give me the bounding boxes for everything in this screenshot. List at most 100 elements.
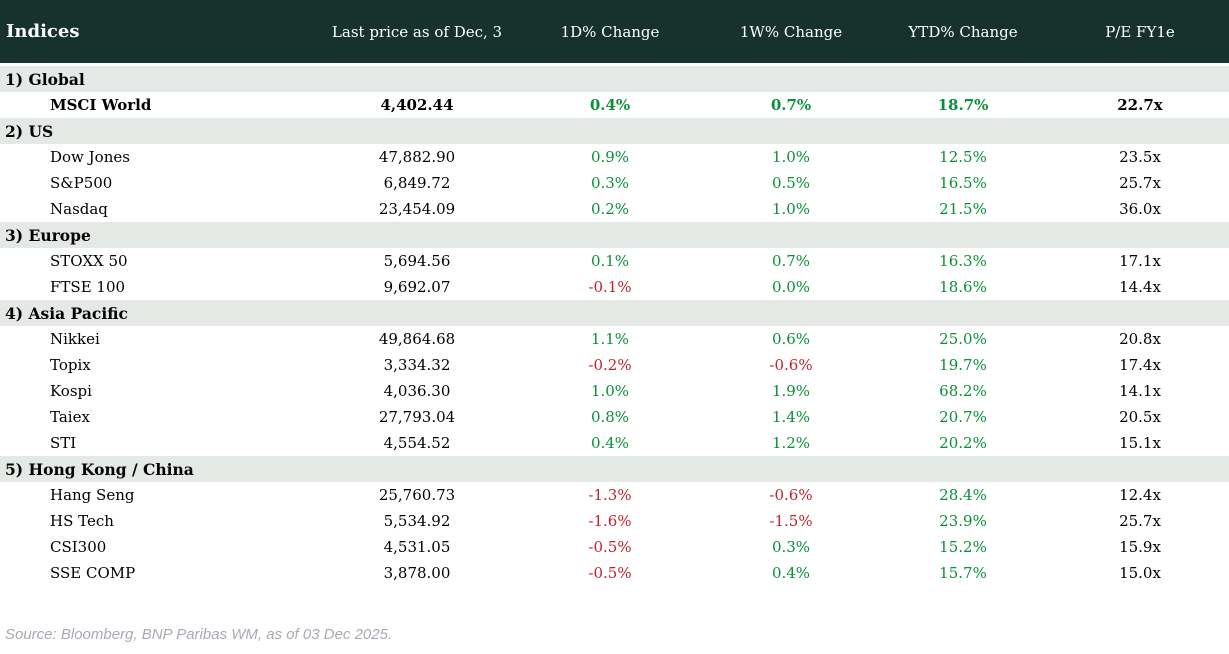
index-name: MSCI World xyxy=(0,92,321,118)
column-header-pe-fy1e: P/E FY1e xyxy=(1051,0,1229,66)
ytd-change-value: 15.7% xyxy=(875,560,1051,586)
last-price-value: 25,760.73 xyxy=(321,482,513,508)
1w-change-value: 1.9% xyxy=(707,378,875,404)
last-price-value: 5,534.92 xyxy=(321,508,513,534)
1w-change-value: 1.2% xyxy=(707,430,875,456)
1d-change-value: -1.6% xyxy=(513,508,707,534)
1w-change-value: 0.0% xyxy=(707,274,875,300)
last-price-value: 23,454.09 xyxy=(321,196,513,222)
pe-value: 20.8x xyxy=(1051,326,1229,352)
indices-table-body: 1) Global MSCI World 4,402.44 0.4% 0.7% 18.7%… xyxy=(0,64,1229,586)
1w-change-value: 0.3% xyxy=(707,534,875,560)
index-row: S&P500 6,849.72 0.3% 0.5% 16.5% 25.7x xyxy=(0,170,1229,196)
1d-change-value: 1.0% xyxy=(513,378,707,404)
1d-change-value: 0.9% xyxy=(513,144,707,170)
ytd-change-value: 19.7% xyxy=(875,352,1051,378)
pe-value: 15.0x xyxy=(1051,560,1229,586)
index-row: CSI300 4,531.05 -0.5% 0.3% 15.2% 15.9x xyxy=(0,534,1229,560)
last-price-value: 4,036.30 xyxy=(321,378,513,404)
index-name: Nasdaq xyxy=(0,196,321,222)
source-note: Source: Bloomberg, BNP Paribas WM, as of… xyxy=(5,626,393,643)
1w-change-value: 1.0% xyxy=(707,144,875,170)
section-label: 2) US xyxy=(0,118,1229,144)
1w-change-value: 0.6% xyxy=(707,326,875,352)
column-header-indices: Indices xyxy=(0,0,321,66)
1d-change-value: -1.3% xyxy=(513,482,707,508)
pe-value: 15.9x xyxy=(1051,534,1229,560)
section-row: 1) Global xyxy=(0,64,1229,92)
index-row: MSCI World 4,402.44 0.4% 0.7% 18.7% 22.7x xyxy=(0,92,1229,118)
section-row: 2) US xyxy=(0,118,1229,144)
1w-change-value: 0.5% xyxy=(707,170,875,196)
ytd-change-value: 16.3% xyxy=(875,248,1051,274)
1w-change-value: -0.6% xyxy=(707,352,875,378)
section-label: 3) Europe xyxy=(0,222,1229,248)
ytd-change-value: 21.5% xyxy=(875,196,1051,222)
1d-change-value: -0.2% xyxy=(513,352,707,378)
last-price-value: 6,849.72 xyxy=(321,170,513,196)
last-price-value: 3,878.00 xyxy=(321,560,513,586)
last-price-value: 5,694.56 xyxy=(321,248,513,274)
index-row: SSE COMP 3,878.00 -0.5% 0.4% 15.7% 15.0x xyxy=(0,560,1229,586)
last-price-value: 3,334.32 xyxy=(321,352,513,378)
1w-change-value: 1.0% xyxy=(707,196,875,222)
index-name: HS Tech xyxy=(0,508,321,534)
pe-value: 22.7x xyxy=(1051,92,1229,118)
column-header-last-price: Last price as of Dec, 3 xyxy=(321,0,513,66)
ytd-change-value: 20.7% xyxy=(875,404,1051,430)
1w-change-value: 0.7% xyxy=(707,248,875,274)
column-header-1w-change: 1W% Change xyxy=(707,0,875,66)
ytd-change-value: 68.2% xyxy=(875,378,1051,404)
header-row: Indices Last price as of Dec, 3 1D% Chan… xyxy=(0,0,1229,66)
section-row: 5) Hong Kong / China xyxy=(0,456,1229,482)
1d-change-value: 1.1% xyxy=(513,326,707,352)
1w-change-value: -1.5% xyxy=(707,508,875,534)
1d-change-value: 0.4% xyxy=(513,430,707,456)
last-price-value: 4,402.44 xyxy=(321,92,513,118)
1d-change-value: 0.2% xyxy=(513,196,707,222)
last-price-value: 49,864.68 xyxy=(321,326,513,352)
last-price-value: 4,554.52 xyxy=(321,430,513,456)
1d-change-value: -0.5% xyxy=(513,560,707,586)
ytd-change-value: 25.0% xyxy=(875,326,1051,352)
1w-change-value: -0.6% xyxy=(707,482,875,508)
1d-change-value: 0.3% xyxy=(513,170,707,196)
ytd-change-value: 28.4% xyxy=(875,482,1051,508)
index-row: Hang Seng 25,760.73 -1.3% -0.6% 28.4% 12.4x xyxy=(0,482,1229,508)
index-name: STI xyxy=(0,430,321,456)
ytd-change-value: 20.2% xyxy=(875,430,1051,456)
index-name: Nikkei xyxy=(0,326,321,352)
pe-value: 36.0x xyxy=(1051,196,1229,222)
1d-change-value: -0.5% xyxy=(513,534,707,560)
1d-change-value: 0.8% xyxy=(513,404,707,430)
index-row: Topix 3,334.32 -0.2% -0.6% 19.7% 17.4x xyxy=(0,352,1229,378)
1w-change-value: 1.4% xyxy=(707,404,875,430)
index-row: Taiex 27,793.04 0.8% 1.4% 20.7% 20.5x xyxy=(0,404,1229,430)
pe-value: 12.4x xyxy=(1051,482,1229,508)
index-name: CSI300 xyxy=(0,534,321,560)
index-row: STOXX 50 5,694.56 0.1% 0.7% 16.3% 17.1x xyxy=(0,248,1229,274)
last-price-value: 9,692.07 xyxy=(321,274,513,300)
section-label: 5) Hong Kong / China xyxy=(0,456,1229,482)
last-price-value: 4,531.05 xyxy=(321,534,513,560)
last-price-value: 27,793.04 xyxy=(321,404,513,430)
index-name: S&P500 xyxy=(0,170,321,196)
ytd-change-value: 18.7% xyxy=(875,92,1051,118)
1d-change-value: -0.1% xyxy=(513,274,707,300)
pe-value: 23.5x xyxy=(1051,144,1229,170)
pe-value: 25.7x xyxy=(1051,508,1229,534)
pe-value: 20.5x xyxy=(1051,404,1229,430)
ytd-change-value: 23.9% xyxy=(875,508,1051,534)
index-name: Kospi xyxy=(0,378,321,404)
last-price-value: 47,882.90 xyxy=(321,144,513,170)
index-name: Topix xyxy=(0,352,321,378)
pe-value: 15.1x xyxy=(1051,430,1229,456)
section-label: 4) Asia Pacific xyxy=(0,300,1229,326)
pe-value: 17.1x xyxy=(1051,248,1229,274)
index-name: SSE COMP xyxy=(0,560,321,586)
1d-change-value: 0.4% xyxy=(513,92,707,118)
index-row: FTSE 100 9,692.07 -0.1% 0.0% 18.6% 14.4x xyxy=(0,274,1229,300)
column-header-ytd-change: YTD% Change xyxy=(875,0,1051,66)
index-row: STI 4,554.52 0.4% 1.2% 20.2% 15.1x xyxy=(0,430,1229,456)
